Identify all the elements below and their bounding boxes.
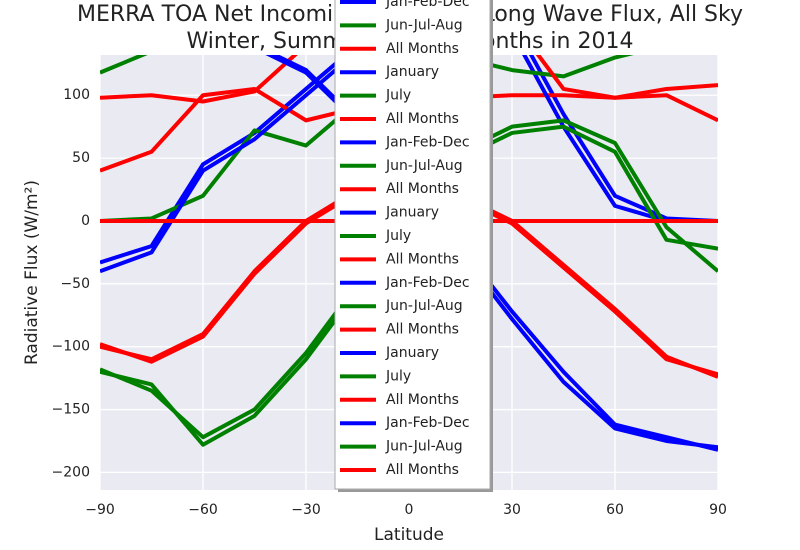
legend-label: All Months [386,41,459,57]
legend-label: Jan-Feb-Dec [385,415,470,431]
x-tick-label: −60 [188,502,218,518]
x-tick-label: −90 [85,502,115,518]
legend-label: January [385,64,439,80]
legend-label: All Months [386,462,459,478]
legend-label: All Months [386,322,459,338]
legend: Jan-Feb-Dec Jun-Jul-Aug All Months January J… [334,0,493,492]
legend-label: July [385,88,411,104]
legend-label: All Months [386,111,459,127]
x-tick-label: 90 [709,502,727,518]
legend-label: July [385,368,411,384]
legend-label: All Months [386,251,459,267]
legend-label: January [385,345,439,361]
legend-label: Jan-Feb-Dec [385,275,470,291]
y-tick-label: −100 [52,339,90,355]
legend-label: Jun-Jul-Aug [385,439,463,455]
y-tick-label: −200 [52,464,90,480]
y-tick-label: 0 [81,213,90,229]
legend-box [334,0,491,490]
legend-label: Jan-Feb-Dec [385,134,470,150]
x-tick-label: −30 [291,502,321,518]
y-tick-label: 50 [72,150,90,166]
legend-label: Jan-Feb-Dec [385,0,470,10]
line-series [100,55,718,274]
y-tick-label: 100 [63,87,90,103]
x-tick-label: 0 [405,502,414,518]
legend-label: Jun-Jul-Aug [385,17,463,33]
line-series [100,55,634,79]
y-axis-label: Radiative Flux (W/m²) [22,180,42,365]
x-tick-label: 60 [606,502,624,518]
x-tick-label: 30 [503,502,521,518]
legend-label: July [385,228,411,244]
y-tick-label: −50 [60,276,90,292]
line-series [100,55,718,123]
line-series [100,55,718,265]
legend-label: All Months [386,392,459,408]
legend-label: All Months [386,181,459,197]
legend-label: January [385,205,439,221]
x-axis-label: Latitude [374,525,444,545]
legend-label: Jun-Jul-Aug [385,298,463,314]
y-tick-label: −150 [52,402,90,418]
line-series [100,55,395,223]
legend-label: Jun-Jul-Aug [385,158,463,174]
